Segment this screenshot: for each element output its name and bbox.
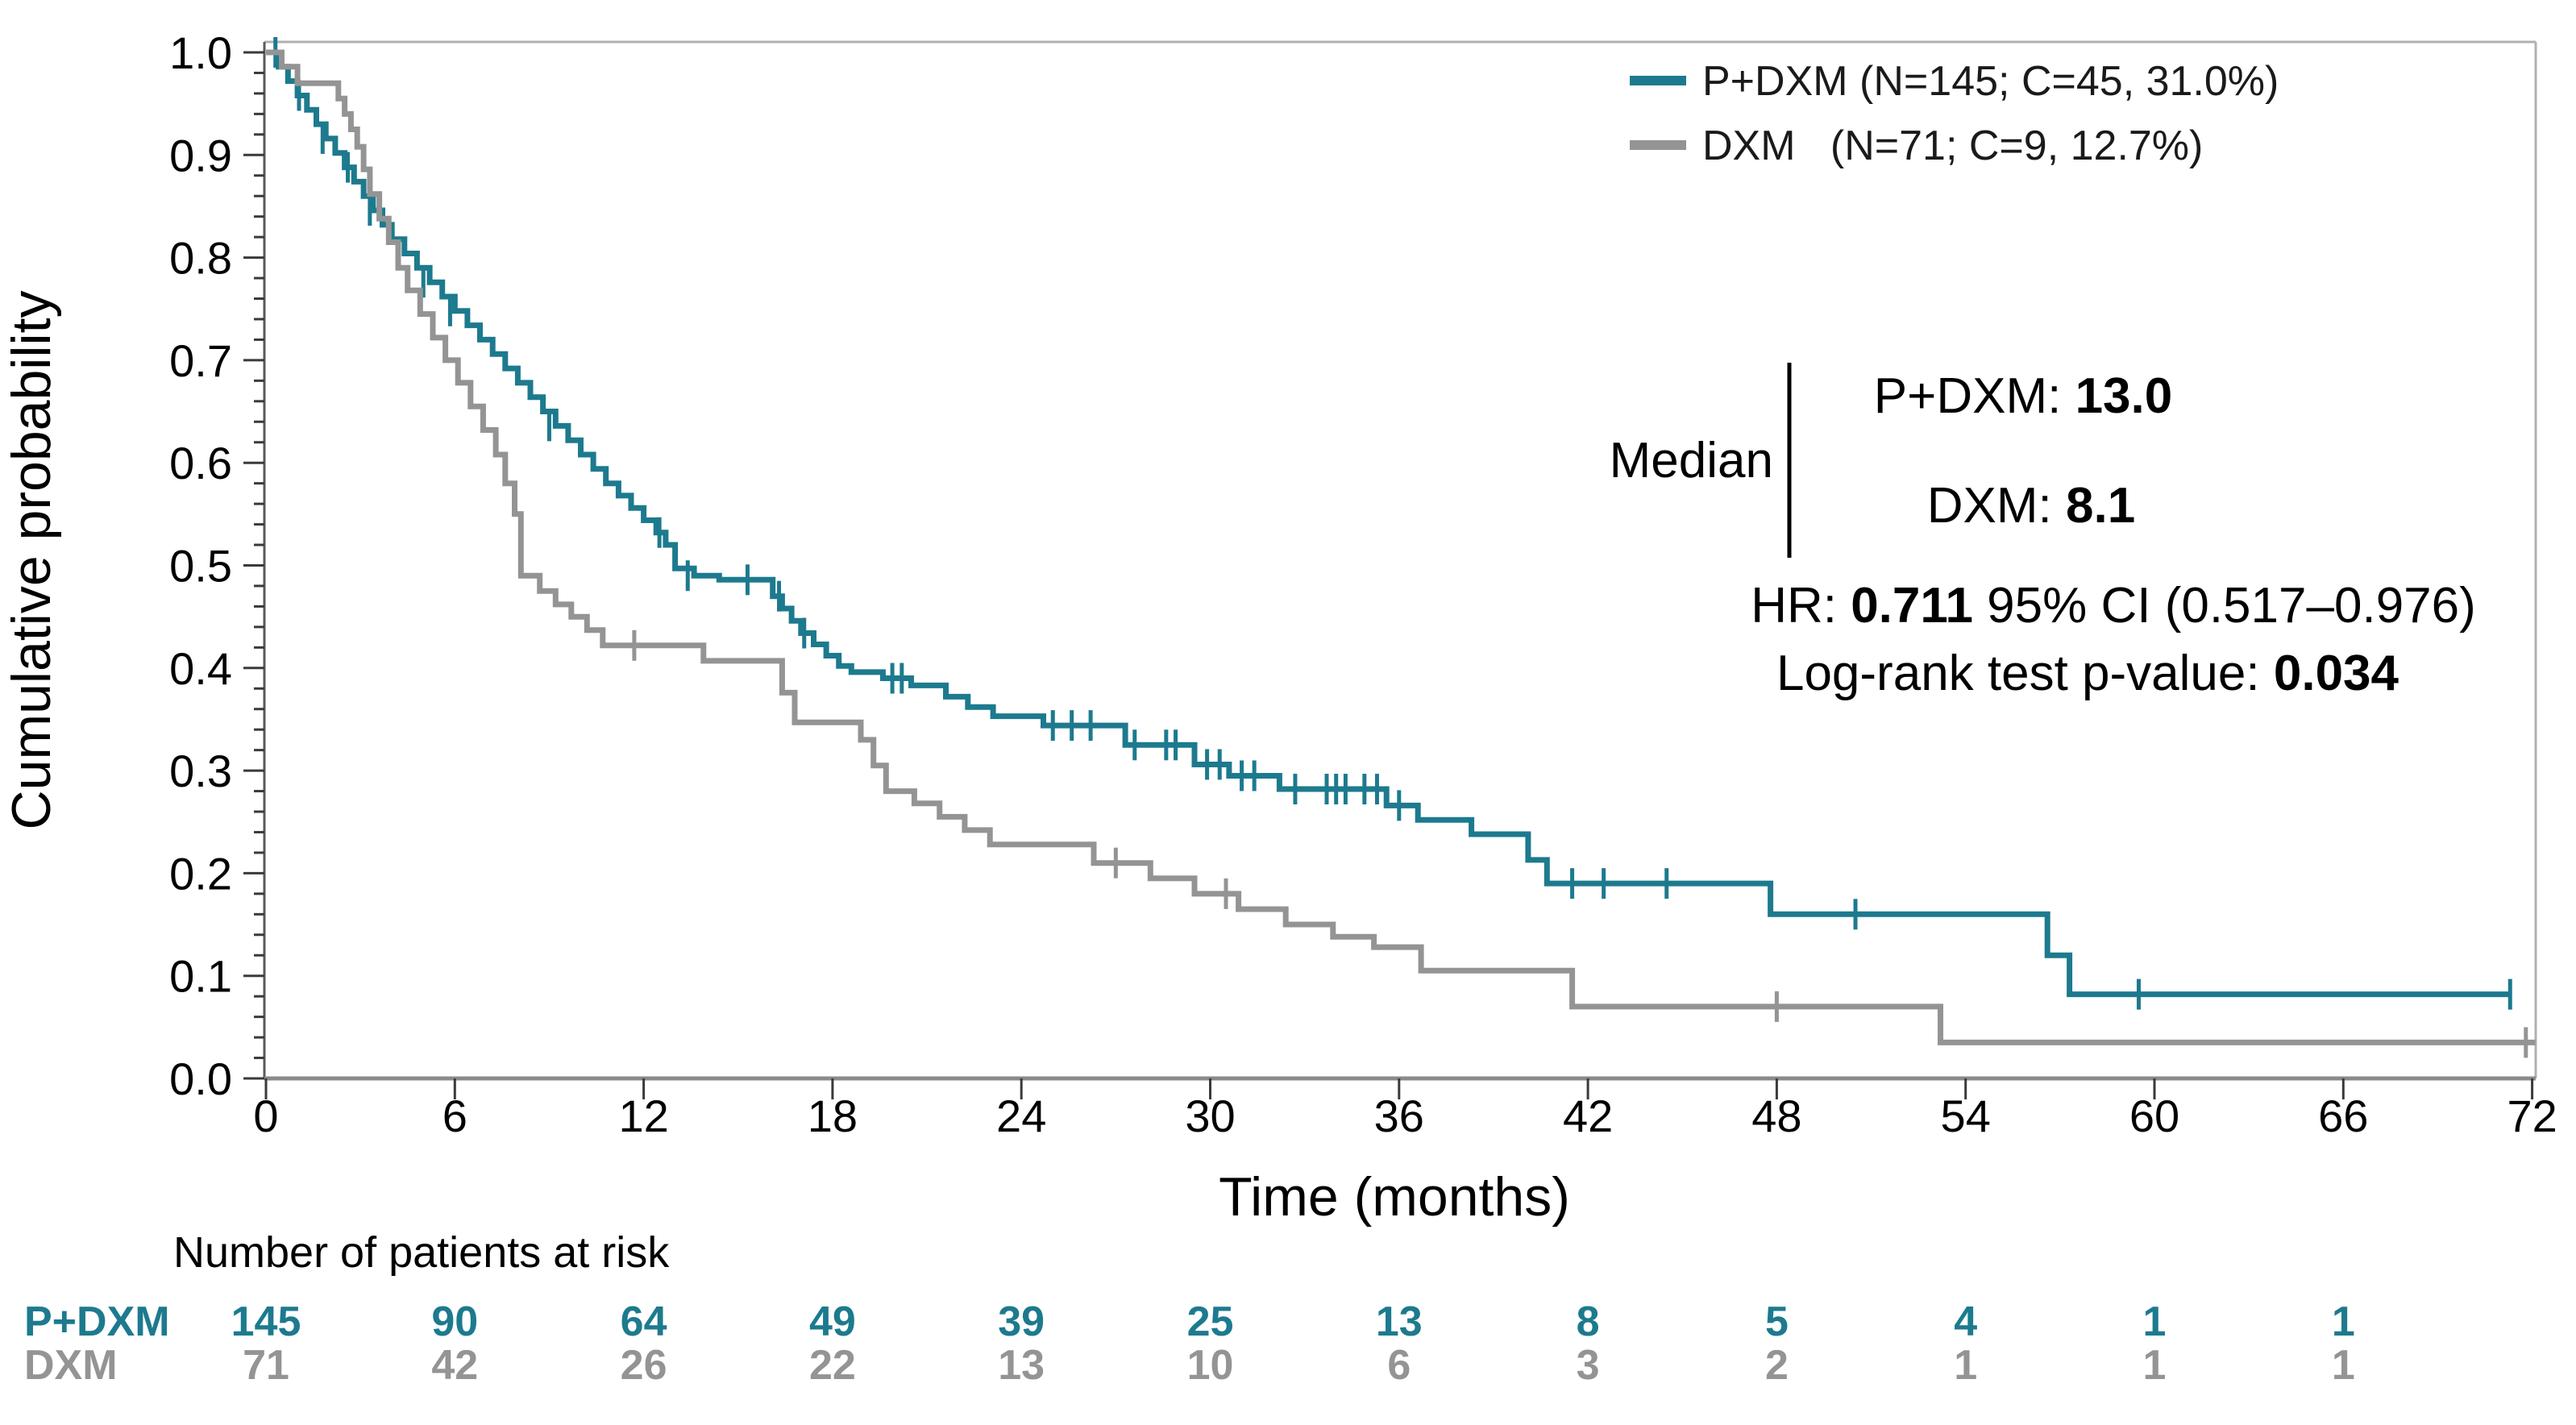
x-tick-label: 30 xyxy=(1185,1091,1235,1141)
km-series-pdxm xyxy=(266,37,2512,1010)
risk-row-label-dxm: DXM xyxy=(24,1342,118,1389)
risk-count: 49 xyxy=(809,1298,856,1345)
y-tick-label: 0.3 xyxy=(169,746,232,796)
median-dxm-line: DXM: 8.1 xyxy=(1927,478,2135,534)
x-tick-label: 24 xyxy=(996,1091,1046,1141)
y-tick-label: 0.9 xyxy=(169,130,232,181)
y-tick-label: 0.7 xyxy=(169,335,232,386)
legend-label-dxm: DXM (N=71; C=9, 12.7%) xyxy=(1702,123,2203,169)
y-tick-label: 0.1 xyxy=(169,951,232,1002)
hr-prefix: HR: xyxy=(1751,578,1851,634)
hr-ci: 95% CI (0.517–0.976) xyxy=(1973,578,2476,634)
y-tick-label: 0.6 xyxy=(169,438,232,488)
risk-count: 90 xyxy=(431,1298,478,1345)
risk-table-title: Number of patients at risk xyxy=(173,1228,670,1277)
legend-label-pdxm: P+DXM (N=145; C=45, 31.0%) xyxy=(1702,58,2279,105)
risk-count: 1 xyxy=(1954,1342,1977,1389)
risk-count: 2 xyxy=(1765,1342,1789,1389)
risk-count: 6 xyxy=(1387,1342,1411,1389)
plot-borders xyxy=(263,40,2537,1081)
risk-table: Number of patients at risk P+DXM DXM 145… xyxy=(24,1228,2355,1389)
risk-count: 8 xyxy=(1577,1298,1600,1345)
y-tick-label: 0.2 xyxy=(169,848,232,899)
median-dxm-value: 8.1 xyxy=(2066,478,2135,534)
risk-row-label-pdxm: P+DXM xyxy=(24,1298,170,1345)
x-tick-label: 72 xyxy=(2507,1091,2557,1141)
hr-value: 0.711 xyxy=(1851,578,1973,634)
y-axis-title: Cumulative probability xyxy=(1,291,62,830)
risk-count: 13 xyxy=(1376,1298,1423,1345)
logrank-value: 0.034 xyxy=(2274,646,2399,701)
y-tick-label: 0.5 xyxy=(169,541,232,592)
x-tick-label: 66 xyxy=(2318,1091,2368,1141)
y-tick-label: 1.0 xyxy=(169,27,232,78)
median-label: Median xyxy=(1610,433,1773,488)
risk-count: 26 xyxy=(621,1342,667,1389)
risk-count: 1 xyxy=(2143,1298,2167,1345)
km-curve-dxm xyxy=(266,49,2536,1045)
median-dxm-name: DXM: xyxy=(1927,478,2066,534)
km-curves xyxy=(266,37,2536,1058)
y-tick-label: 0.8 xyxy=(169,233,232,284)
risk-count: 25 xyxy=(1187,1298,1234,1345)
axis-ticks: 0.0 0.1 0.2 0.3 0.4 0.5 0.6 0.7 0.8 0.9 1.0 0 6 12 18 2… xyxy=(169,27,2557,1141)
risk-count: 10 xyxy=(1187,1342,1234,1389)
km-series-dxm xyxy=(266,49,2536,1058)
risk-count: 1 xyxy=(2332,1298,2355,1345)
km-curve-pdxm xyxy=(266,49,2511,998)
risk-count: 42 xyxy=(431,1342,478,1389)
median-pdxm-value: 13.0 xyxy=(2075,368,2173,424)
risk-count: 1 xyxy=(2143,1342,2167,1389)
x-tick-label: 60 xyxy=(2129,1091,2179,1141)
x-tick-label: 0 xyxy=(253,1091,278,1141)
x-tick-label: 36 xyxy=(1374,1091,1424,1141)
risk-count: 3 xyxy=(1577,1342,1600,1389)
risk-count: 145 xyxy=(231,1298,301,1345)
x-axis-title: Time (months) xyxy=(1219,1166,1570,1228)
y-tick-label: 0.4 xyxy=(169,643,232,694)
y-tick-label: 0.0 xyxy=(169,1053,232,1104)
risk-count: 5 xyxy=(1765,1298,1789,1345)
median-pdxm-line: P+DXM: 13.0 xyxy=(1874,368,2172,424)
risk-count: 71 xyxy=(243,1342,289,1389)
median-annotation: Median P+DXM: 13.0 DXM: 8.1 xyxy=(1610,363,2172,558)
risk-count: 22 xyxy=(809,1342,856,1389)
logrank-prefix: Log-rank test p-value: xyxy=(1776,646,2274,701)
x-tick-label: 42 xyxy=(1563,1091,1613,1141)
risk-count: 4 xyxy=(1954,1298,1977,1345)
hr-annotation: HR: 0.711 95% CI (0.517–0.976) xyxy=(1751,578,2476,634)
risk-count: 64 xyxy=(621,1298,667,1345)
x-tick-label: 12 xyxy=(618,1091,668,1141)
x-tick-label: 18 xyxy=(808,1091,858,1141)
risk-count: 1 xyxy=(2332,1342,2355,1389)
risk-count: 13 xyxy=(998,1342,1045,1389)
legend: P+DXM (N=145; C=45, 31.0%) DXM (N=71; C=… xyxy=(1630,58,2279,169)
risk-table-values: 145 90 64 49 39 25 13 8 5 4 1 171 42 26 22 13 10 6 3 2 1 1 1 xyxy=(231,1298,2355,1389)
logrank-annotation: Log-rank test p-value: 0.034 xyxy=(1776,646,2399,701)
x-tick-label: 48 xyxy=(1751,1091,1801,1141)
x-tick-label: 54 xyxy=(1941,1091,1991,1141)
x-tick-label: 6 xyxy=(442,1091,467,1141)
median-pdxm-name: P+DXM: xyxy=(1874,368,2075,424)
risk-count: 39 xyxy=(998,1298,1045,1345)
